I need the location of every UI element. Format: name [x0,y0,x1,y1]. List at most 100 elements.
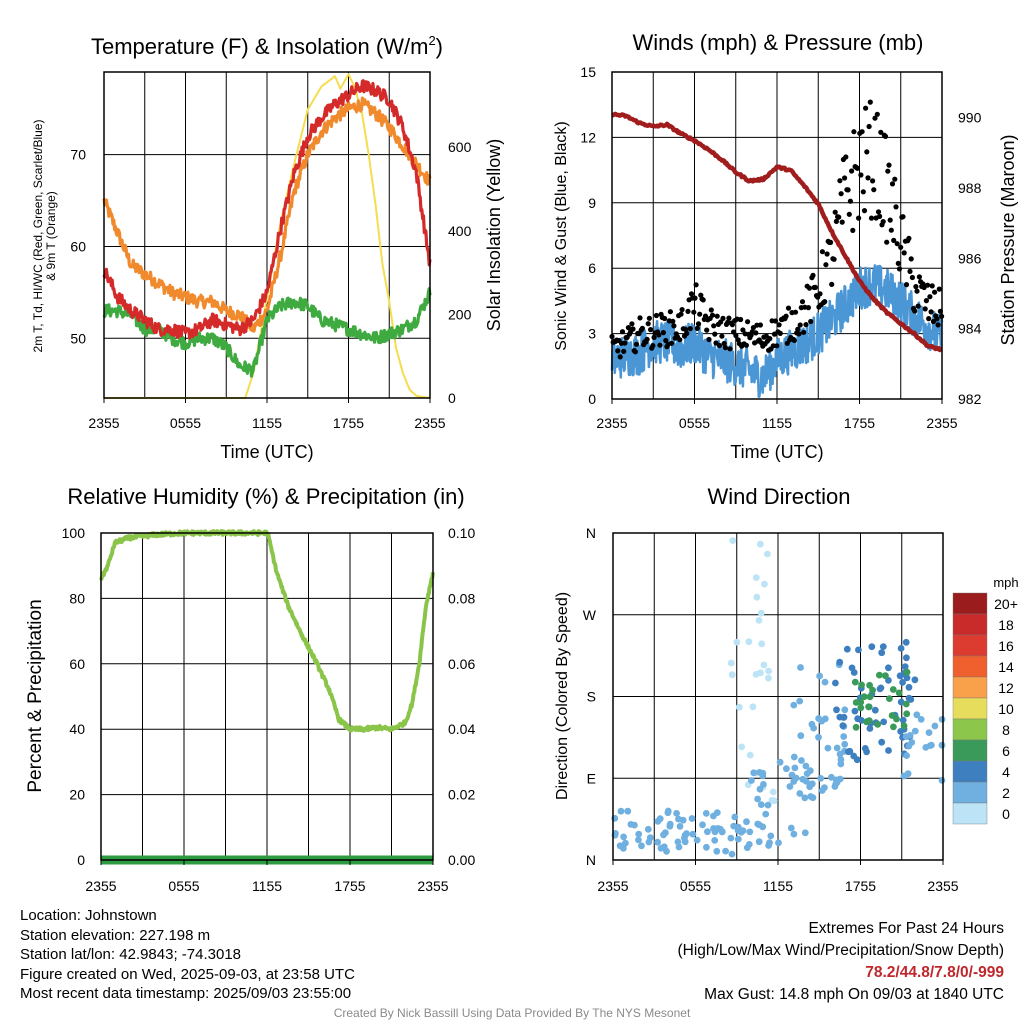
y-tick-label: 60 [70,238,86,254]
gust-point [706,336,712,343]
gust-point [684,330,690,336]
direction-point [816,672,823,680]
x-tick-label: 2355 [926,415,957,431]
direction-point [728,671,736,679]
gust-point [842,175,848,181]
created-text: Figure created on Wed, 2025-09-03, at 23… [20,965,355,983]
gust-point [914,288,920,294]
location-text: Location: Johnstown [20,907,157,924]
direction-point [750,769,758,777]
direction-point [644,825,652,833]
y-tick-label: W [583,607,597,623]
direction-point [911,727,919,735]
gust-point [662,315,668,322]
direction-point [681,838,689,846]
gust-point [856,215,862,221]
gust-point [687,326,693,332]
y-tick-label: S [587,689,596,705]
direction-point [851,678,859,686]
gust-point [880,219,886,225]
legend-swatch [952,760,988,783]
legend-swatch [952,655,988,678]
direction-point [865,717,873,724]
legend-swatch [952,634,988,657]
gust-point [733,333,739,339]
latlon-text: Station lat/lon: 42.9843; -74.3018 [20,946,242,963]
direction-point [903,654,910,662]
gust-point [619,329,626,335]
gust-point [901,250,907,256]
y-right-tick-label: 600 [448,139,472,155]
direction-point [903,668,911,676]
direction-point [748,777,755,784]
direction-point [810,724,817,732]
insolation-y-label: Solar Insolation (Yellow) [484,139,504,331]
direction-point [702,810,710,817]
direction-point [746,828,754,836]
y-tick-label: 100 [62,525,86,541]
y-right-tick-label: 0.08 [448,590,475,606]
direction-y-label: Direction (Colored By Speed) [554,592,571,800]
rh-line [99,529,435,733]
gust-point [785,305,792,311]
gust-point [822,299,828,305]
direction-point [754,795,761,803]
direction-point [635,836,642,844]
gust-point [922,306,928,312]
gust-point [783,313,789,319]
direction-point [938,777,946,784]
direction-point [890,723,897,731]
gust-point [878,129,884,135]
direction-point [660,843,668,851]
y-tick-label: 6 [588,260,596,276]
gust-point [795,326,801,332]
direction-point [713,847,721,855]
gust-point [757,322,764,328]
direction-point [783,765,790,773]
gust-point [693,282,699,288]
gust-point [817,291,823,297]
extremes-info: Extremes For Past 24 Hours (High/Low/Max… [678,918,1005,1006]
direction-point [885,664,892,672]
legend-label: 10 [998,701,1014,717]
gust-point [928,309,934,315]
direction-point [681,831,689,839]
direction-point [863,748,870,756]
y-tick-label: 15 [580,64,596,80]
gust-point [839,219,845,225]
gust-point [797,322,803,328]
gust-point [882,133,889,139]
direction-point [627,821,635,828]
direction-point [753,593,761,601]
gust-point [867,99,873,105]
direction-point [815,733,822,741]
gust-point [767,336,773,342]
gust-point [851,129,857,135]
direction-point [857,704,865,712]
direction-point [900,772,908,780]
gust-point [678,311,684,317]
direction-point [836,713,844,721]
gust-point [843,154,849,160]
direction-point [718,828,726,836]
gust-point [745,319,751,325]
direction-point [931,722,939,730]
gust-point [829,281,835,287]
direction-point [764,801,772,809]
direction-point [878,738,886,746]
y-right-tick-label: 988 [958,180,982,196]
gust-point [913,284,919,290]
direction-point [731,813,739,821]
gust-point [799,299,806,305]
direction-point [858,681,865,689]
gust-point [837,178,843,184]
gust-point [833,218,840,224]
direction-point [866,693,874,701]
direction-point [922,744,930,751]
direction-point [848,664,856,672]
speed-legend-title: mph [993,575,1018,590]
gust-point [716,342,723,349]
direction-point [790,701,798,709]
direction-point [851,707,859,715]
